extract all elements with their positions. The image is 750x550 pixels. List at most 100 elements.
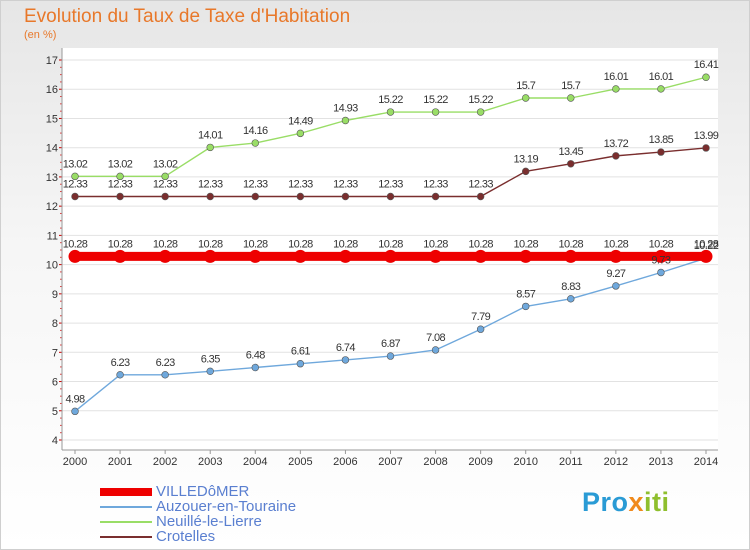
data-point [161,172,169,181]
data-label: 13.72 [604,138,629,150]
data-label: 12.33 [288,179,313,191]
data-label: 12.33 [153,179,178,191]
data-point [206,143,214,152]
legend-label: Neuillé-le-Lierre [156,513,262,530]
data-point [474,249,488,263]
unit-label: (en %) [24,29,57,41]
data-point [338,249,352,263]
legend-label: VILLEDôMER [156,483,250,500]
data-label: 10.28 [649,238,674,250]
data-point [431,346,440,354]
brand-part-1: Pro [582,487,629,517]
x-tick-label: 2010 [513,456,537,468]
data-label: 15.7 [561,80,580,92]
data-point [564,249,578,263]
data-point [71,407,79,416]
x-tick-label: 2003 [198,456,222,468]
data-point [476,325,485,333]
data-point [116,371,124,379]
data-label: 7.79 [471,311,490,323]
data-label: 10.28 [108,238,133,250]
data-label: 10.28 [468,238,493,250]
brand-part-2: x [628,487,645,517]
data-point [567,94,575,102]
data-point [522,302,530,311]
data-point [657,268,665,277]
data-point [699,249,713,263]
data-point [386,192,395,201]
x-tick-label: 2014 [694,456,718,468]
data-label: 10.28 [513,238,538,250]
data-label: 12.33 [468,179,493,191]
y-tick-label: 4 [52,435,58,447]
data-point [296,192,305,201]
y-tick-label: 13 [46,172,58,184]
data-point [248,249,262,263]
data-label: 7.08 [426,332,445,344]
data-label: 12.33 [243,179,268,191]
y-tick-label: 9 [52,289,58,301]
x-tick-label: 2000 [63,456,87,468]
data-point [567,160,575,168]
data-point [431,108,440,116]
y-tick-label: 16 [46,84,58,96]
data-label: 13.99 [694,130,719,142]
data-point [654,249,668,263]
data-label: 9.27 [606,268,625,280]
legend-label: Auzouer-en-Touraine [156,498,297,515]
x-tick-label: 2004 [243,456,267,468]
x-tick-label: 2001 [108,456,132,468]
data-label: 15.22 [378,94,403,106]
data-point [657,85,665,93]
data-label: 14.01 [198,129,223,141]
data-label: 10.22 [694,240,719,252]
data-point [567,295,575,303]
data-point [522,167,530,176]
y-tick-label: 8 [52,318,58,330]
data-point [702,144,710,152]
y-tick-label: 17 [46,55,58,67]
data-label: 12.33 [198,179,223,191]
x-tick-label: 2009 [468,456,492,468]
data-label: 10.28 [198,238,223,250]
data-point [71,192,79,201]
x-tick-label: 2012 [604,456,628,468]
data-label: 10.28 [63,238,88,250]
data-label: 13.02 [63,158,88,170]
data-label: 16.01 [604,71,629,83]
x-tick-label: 2008 [423,456,447,468]
x-tick-label: 2011 [559,456,583,468]
data-label: 10.28 [333,238,358,250]
data-label: 6.61 [291,346,310,358]
data-label: 13.02 [108,158,133,170]
data-label: 13.45 [559,146,584,158]
data-point [113,249,127,263]
data-label: 12.33 [108,179,133,191]
data-label: 16.01 [649,71,674,83]
x-tick-label: 2002 [153,456,177,468]
data-point [161,371,169,379]
y-tick-label: 11 [47,230,58,242]
data-point [476,108,485,116]
data-point [519,249,533,263]
legend-swatch [100,488,152,496]
x-tick-label: 2006 [333,456,357,468]
data-point [296,360,305,368]
y-tick-label: 5 [52,406,58,418]
data-label: 10.28 [378,238,403,250]
data-point [116,192,124,201]
data-point [386,108,395,116]
data-label: 9.73 [651,255,670,267]
data-label: 10.28 [694,238,719,250]
data-point [609,249,623,263]
data-point [251,192,259,201]
data-point [341,116,350,125]
y-tick-label: 10 [46,260,58,272]
data-point [251,363,259,372]
data-label: 13.02 [153,158,178,170]
data-label: 6.48 [246,350,265,362]
y-tick-label: 14 [46,143,58,155]
data-label: 4.98 [65,393,84,405]
data-point [293,249,307,263]
